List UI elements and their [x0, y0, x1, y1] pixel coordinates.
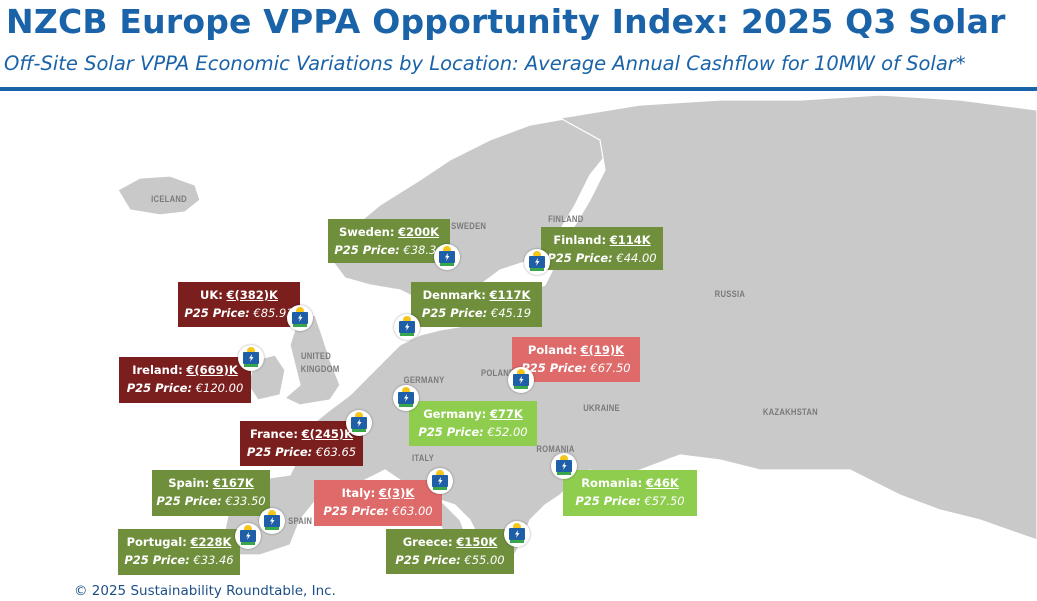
location-box-france: France: €(245)K P25 Price: €63.65: [240, 421, 363, 466]
solar-panel-icon: [259, 508, 285, 534]
solar-panel-icon: [346, 410, 372, 436]
map-label-sweden: SWEDEN: [451, 221, 487, 231]
solar-panel-icon: [393, 385, 419, 411]
map-label-italy: ITALY: [411, 453, 435, 463]
location-box-spain: Spain: €167K P25 Price: €33.50: [152, 470, 270, 516]
map-label-russia: RUSSIA: [714, 289, 746, 299]
solar-panel-icon: [551, 453, 577, 479]
page-title: NZCB Europe VPPA Opportunity Index: 2025…: [6, 2, 1006, 41]
map-label-poland: POLAND: [480, 368, 515, 378]
solar-panel-icon: [524, 249, 550, 275]
location-box-germany: Germany: €77K P25 Price: €52.00: [409, 401, 537, 446]
solar-panel-icon: [434, 244, 460, 270]
header-divider: [0, 87, 1037, 91]
map-label-spain: SPAIN: [288, 516, 313, 526]
iceland-shape: [117, 175, 201, 216]
solar-panel-icon: [287, 305, 313, 331]
map-label-ukraine: UKRAINE: [583, 403, 620, 413]
location-box-denmark: Denmark: €117K P25 Price: €45.19: [411, 282, 542, 327]
location-box-sweden: Sweden: €200K P25 Price: €38.34: [328, 219, 450, 263]
location-box-finland: Finland: €114K P25 Price: €44.00: [541, 227, 663, 270]
map-label-uk: UNITED KINGDOM: [300, 351, 340, 374]
solar-panel-icon: [238, 345, 264, 371]
map-label-kazakhstan: KAZAKHSTAN: [762, 407, 818, 417]
map-label-iceland: ICELAND: [151, 194, 187, 204]
solar-panel-icon: [504, 521, 530, 547]
map-label-romania: ROMANIA: [536, 444, 575, 454]
solar-panel-icon: [394, 314, 420, 340]
map-label-finland: FINLAND: [548, 214, 584, 224]
solar-panel-icon: [235, 523, 261, 549]
location-box-italy: Italy: €(3)K P25 Price: €63.00: [314, 480, 442, 526]
location-box-romania: Romania: €46K P25 Price: €57.50: [563, 470, 697, 516]
page-subtitle: Off-Site Solar VPPA Economic Variations …: [4, 52, 966, 75]
location-box-portugal: Portugal: €228K P25 Price: €33.46: [118, 529, 240, 575]
solar-panel-icon: [508, 367, 534, 393]
location-box-greece: Greece: €150K P25 Price: €55.00: [386, 529, 514, 574]
location-box-poland: Poland: €(19)K P25 Price: €67.50: [512, 337, 640, 382]
location-box-uk: UK: €(382)K P25 Price: €85.91: [178, 282, 300, 327]
uk-shape: [283, 314, 341, 406]
solar-panel-icon: [427, 468, 453, 494]
location-box-ireland: Ireland: €(669)K P25 Price: €120.00: [119, 357, 251, 403]
map-label-germany: GERMANY: [403, 375, 445, 385]
copyright-footer: © 2025 Sustainability Roundtable, Inc.: [74, 583, 336, 599]
